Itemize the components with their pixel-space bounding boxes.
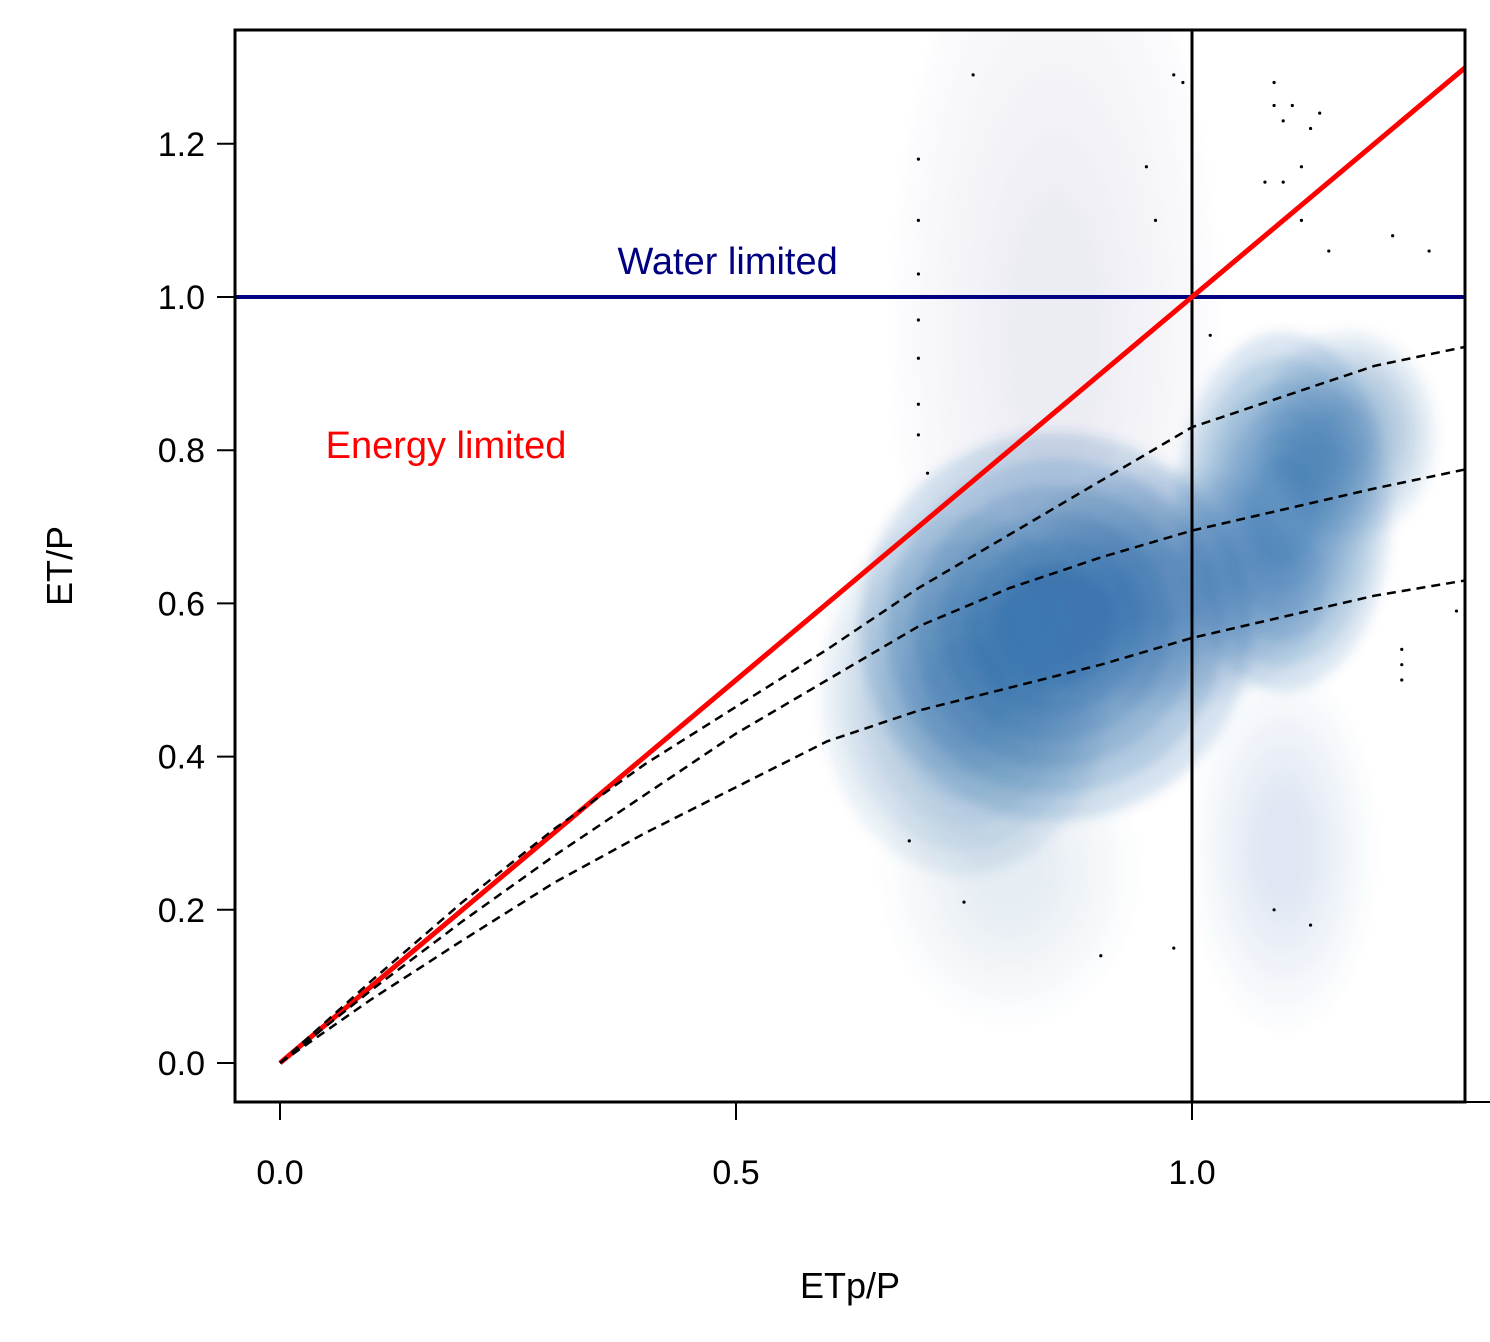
density-layer <box>821 194 1436 1027</box>
scatter-point <box>916 272 921 276</box>
scatter-point <box>1272 103 1276 108</box>
y-tick-label: 0.4 <box>158 739 205 777</box>
budyko-curves <box>279 345 1465 1065</box>
scatter-point <box>1281 119 1285 123</box>
density-ring <box>1255 792 1311 905</box>
scatter-point <box>1482 594 1485 597</box>
scatter-point <box>1327 249 1331 253</box>
scatter-point <box>1299 165 1304 169</box>
y-axis: 0.0 0.2 0.4 0.6 0.8 1.0 1.2 <box>158 126 236 1083</box>
scatter-point <box>1099 954 1103 958</box>
scatter-point <box>1400 647 1404 651</box>
scatter-point <box>1299 218 1304 222</box>
scatter-point <box>1181 80 1185 85</box>
scatter-point <box>916 157 921 161</box>
annotation-energy-limited: Energy limited <box>326 425 567 467</box>
scatter-point <box>1308 126 1313 131</box>
scatter-point <box>916 402 921 406</box>
y-tick-label: 0.6 <box>158 585 205 623</box>
density-ring <box>1114 550 1216 626</box>
y-tick-label: 1.2 <box>158 126 205 164</box>
y-tick-label: 0.8 <box>158 432 205 470</box>
scatter-point <box>1208 333 1212 337</box>
scatter-point <box>1427 249 1431 253</box>
reference-lines <box>235 30 1465 1102</box>
budyko-curve-upper <box>279 345 1465 1064</box>
scatter-point <box>1454 609 1459 613</box>
annotation-water-limited: Water limited <box>617 241 837 283</box>
y-tick-label: 0.2 <box>158 892 205 930</box>
density-blob <box>1194 669 1372 1027</box>
scatter-point <box>1263 180 1267 184</box>
scatter-point <box>916 356 921 360</box>
scatter-point <box>907 839 911 843</box>
x-tick-label: 0.0 <box>256 1154 303 1192</box>
x-axis-title: ETp/P <box>800 1265 900 1306</box>
scatter-point <box>1281 180 1285 184</box>
density-ring <box>970 824 1049 918</box>
scatter-point <box>916 318 921 322</box>
scatter-point <box>916 218 921 222</box>
scatter-points <box>907 73 1485 958</box>
y-axis-title: ET/P <box>39 526 80 606</box>
scatter-point <box>925 471 930 475</box>
y-tick-label: 1.0 <box>158 279 205 317</box>
scatter-point <box>1172 73 1176 77</box>
density-ring <box>1318 401 1376 468</box>
scatter-point <box>1144 165 1148 169</box>
scatter-point <box>971 73 975 77</box>
scatter-point <box>1172 946 1176 950</box>
scatter-point <box>1272 80 1276 85</box>
density-blob <box>1004 468 1325 708</box>
scatter-point <box>1290 103 1294 108</box>
scatter-point <box>916 433 921 437</box>
density-ring <box>919 638 1009 753</box>
x-axis: 0.00.51.01.52.02.5 <box>256 1101 1490 1192</box>
y-tick-label: 0.0 <box>158 1045 205 1083</box>
scatter-point <box>1272 908 1276 912</box>
scatter-point <box>1391 234 1395 238</box>
density-blob <box>885 722 1134 1021</box>
scatter-point <box>1153 218 1158 222</box>
x-tick-label: 0.5 <box>712 1154 759 1192</box>
scatter-point <box>1318 111 1322 115</box>
scatter-point <box>1400 663 1404 667</box>
scatter-point <box>1400 678 1404 682</box>
budyko-curve-lower <box>279 579 1465 1065</box>
density-blob <box>1258 330 1436 540</box>
scatter-point <box>962 900 966 904</box>
density-ring <box>1005 194 1106 477</box>
x-tick-label: 1.0 <box>1168 1154 1215 1192</box>
energy-limit-line <box>278 64 1465 1065</box>
scatter-point <box>1308 923 1313 927</box>
